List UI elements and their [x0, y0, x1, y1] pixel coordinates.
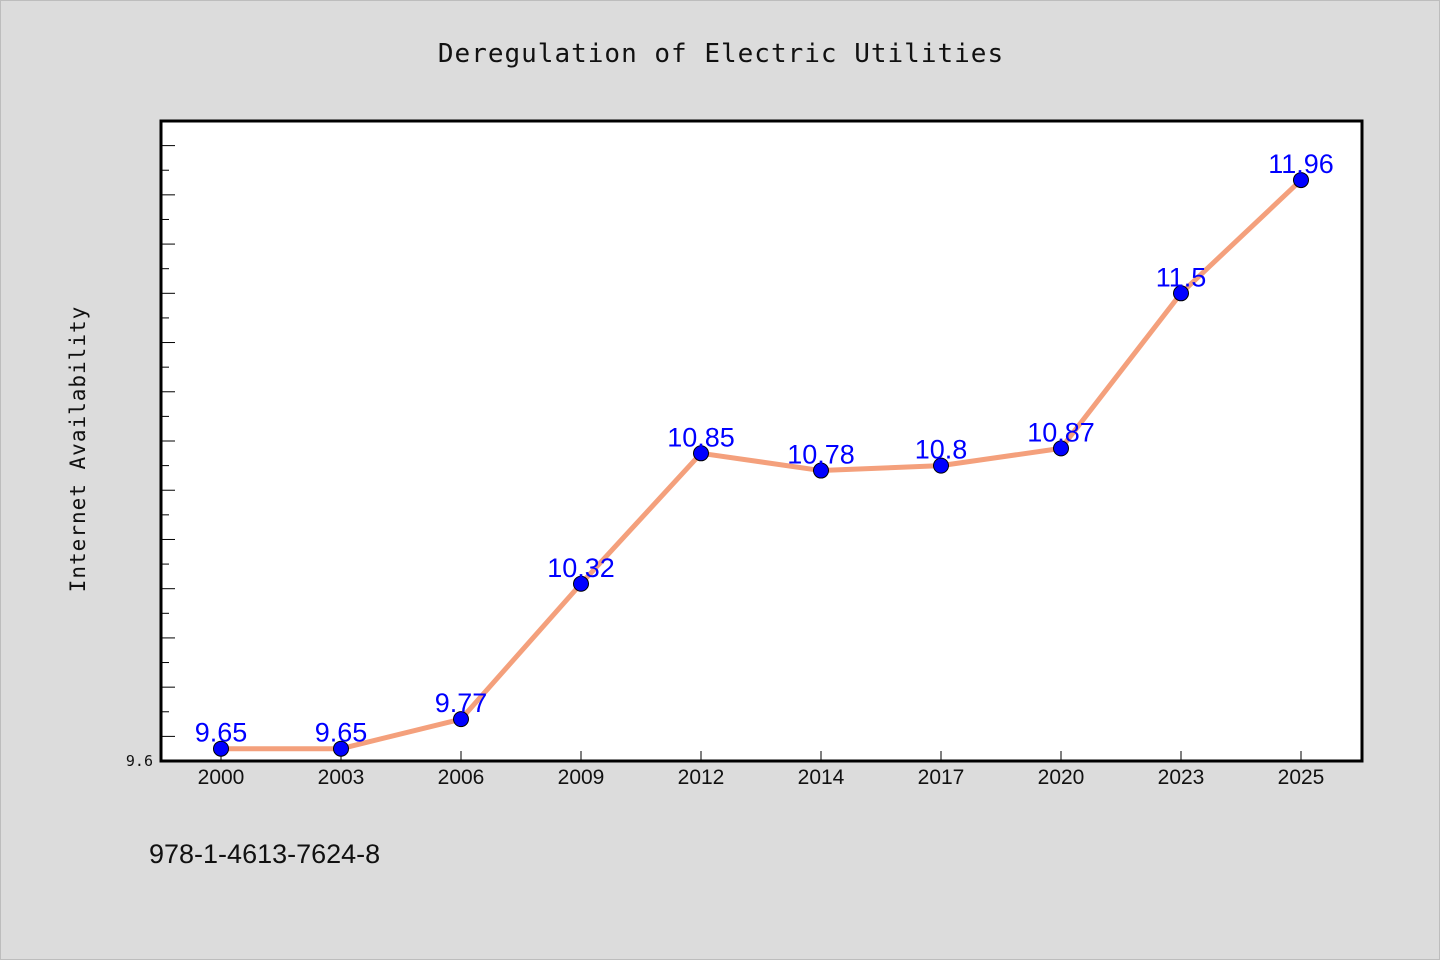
data-label: 10.85 [667, 422, 735, 452]
data-label: 11.5 [1156, 262, 1207, 292]
data-point [333, 740, 349, 757]
chart-title: Deregulation of Electric Utilities [438, 39, 1004, 69]
data-label: 10.8 [915, 435, 968, 465]
x-tick-label: 2020 [1038, 766, 1085, 789]
data-point [813, 462, 829, 479]
data-label: 10.78 [787, 440, 855, 470]
data-label: 10.32 [547, 553, 615, 583]
x-tick-label: 2003 [318, 766, 365, 789]
x-tick-label: 2006 [438, 766, 485, 789]
x-tick-label: 2014 [798, 766, 845, 789]
data-point [1293, 172, 1309, 189]
y-axis-ticks: 9.6 [126, 145, 175, 770]
y-tick-label: 9.6 [126, 752, 153, 770]
y-axis-label: Internet Availability [66, 306, 90, 593]
data-label: 9.65 [315, 718, 368, 748]
data-point [453, 711, 469, 728]
plot-area [159, 119, 1364, 763]
series-line [218, 177, 1304, 752]
x-tick-label: 2009 [558, 766, 605, 789]
series-markers [213, 172, 1309, 757]
isbn-footer: 978-1-4613-7624-8 [149, 839, 380, 869]
x-tick-label: 2017 [918, 766, 965, 789]
data-label: 10.87 [1027, 417, 1095, 447]
data-label: 9.77 [435, 688, 488, 718]
data-point [213, 740, 229, 757]
data-point [1173, 285, 1189, 302]
data-point [693, 445, 709, 462]
x-tick-label: 2023 [1158, 766, 1205, 789]
data-labels: 9.65 9.65 9.77 10.32 10.85 10.78 10.8 10.87 11.5… [195, 149, 1334, 748]
data-point [933, 457, 949, 474]
x-tick-label: 2025 [1278, 766, 1325, 789]
x-tick-label: 2012 [678, 766, 725, 789]
data-label: 11.96 [1268, 149, 1334, 179]
data-label: 9.65 [195, 718, 248, 748]
x-axis-ticks: 2000 2003 2006 2009 2012 2014 2017 2020 2023 2025 [198, 751, 1325, 789]
x-tick-label: 2000 [198, 766, 245, 789]
data-point [1053, 440, 1069, 457]
data-point [573, 575, 589, 592]
